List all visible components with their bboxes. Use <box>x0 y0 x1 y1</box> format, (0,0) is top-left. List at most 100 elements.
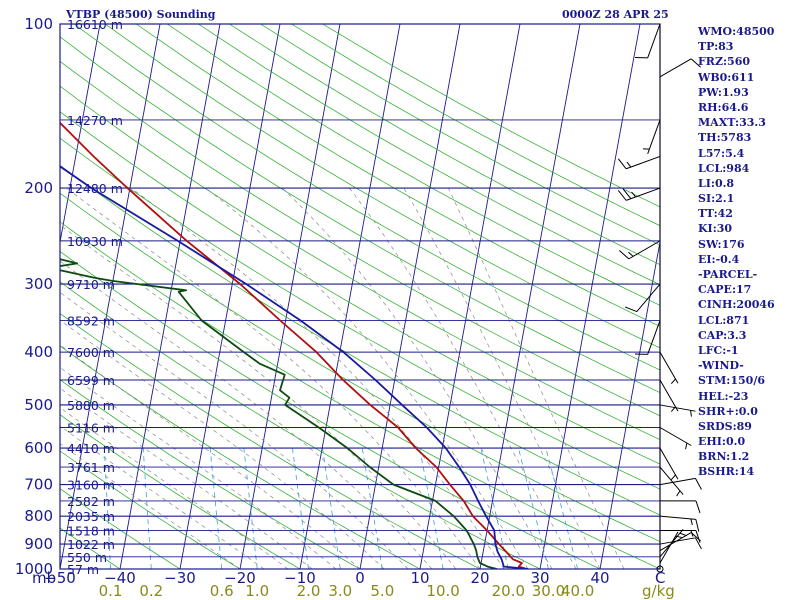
moist-adiabat-line <box>60 260 433 569</box>
wind-barb <box>659 537 702 550</box>
wind-barb <box>659 477 702 490</box>
wind-barb <box>659 404 696 417</box>
barb-half <box>679 532 686 536</box>
temperature-tick-label: 0 <box>355 569 365 587</box>
height-label: 3761 m <box>67 460 115 475</box>
index-item: TP:83 <box>698 40 734 54</box>
wind-barb <box>659 515 700 532</box>
dry-adiabat-line <box>60 36 660 394</box>
pressure-unit-label: mb <box>32 569 56 587</box>
mixing-ratio-tick-label: 40.0 <box>561 582 594 600</box>
wind-barb-column <box>617 23 702 573</box>
temperature-tick-label: −30 <box>164 569 196 587</box>
index-item: LCL:984 <box>698 161 750 175</box>
index-item: CAP:3.3 <box>698 328 747 342</box>
height-label: 550 m <box>67 550 107 565</box>
barb-staff <box>659 58 692 78</box>
pressure-tick-label: 700 <box>24 476 53 494</box>
barb-staff <box>659 351 679 384</box>
wind-barb <box>659 532 701 551</box>
moist-adiabat-line <box>282 187 553 569</box>
isotherm-line <box>479 24 581 569</box>
pressure-tick-label: 800 <box>24 507 53 525</box>
wind-barb <box>635 320 661 355</box>
index-item: LCL:871 <box>698 313 750 327</box>
moist-adiabat-line <box>130 187 505 569</box>
index-item: STM:150/6 <box>698 374 765 388</box>
index-item: L57:5.4 <box>698 146 745 160</box>
barb-full <box>617 158 627 170</box>
temperature-tick-label: 40 <box>590 569 609 587</box>
height-label: 3160 m <box>67 478 115 493</box>
mixing-ratio-tick-label: 30.0 <box>532 582 565 600</box>
barb-half <box>690 518 693 526</box>
barb-half <box>690 530 694 537</box>
wind-barb <box>617 155 661 170</box>
moist-adiabat-line <box>60 387 313 569</box>
index-item: SW:176 <box>698 237 745 251</box>
barb-half <box>626 161 632 168</box>
height-label: 5880 m <box>67 398 115 413</box>
index-panel: WMO:48500 TP:83 FRZ:560 WB0:611 PW:1.93 RH:64… <box>698 24 775 480</box>
index-item: PW:1.93 <box>698 85 749 99</box>
height-label: 57 m <box>67 562 99 577</box>
mixing-ratio-line <box>243 448 258 569</box>
index-item: KI:30 <box>698 222 733 236</box>
moist-adiabat-line <box>403 187 601 569</box>
temperature-tick-label: 30 <box>530 569 549 587</box>
wind-barb <box>660 530 701 543</box>
mixing-ratio-line <box>322 448 341 569</box>
barb-full <box>619 250 630 260</box>
mixing-ratio-line <box>103 448 111 569</box>
isotherm-line <box>419 24 521 569</box>
height-label: 10930 m <box>67 234 123 249</box>
barb-staff <box>659 531 679 564</box>
pressure-tick-label: 400 <box>24 343 53 361</box>
wind-barb <box>659 531 682 564</box>
barb-full <box>695 500 701 514</box>
barb-full <box>622 188 632 199</box>
barb-half <box>670 406 676 412</box>
pressure-tick-label: 1000 <box>15 560 53 578</box>
moist-adiabat-line <box>60 319 385 569</box>
index-item: SRDS:89 <box>698 419 752 433</box>
pressure-tick-label: 300 <box>24 275 53 293</box>
mixing-ratio-line <box>545 447 579 569</box>
barb-staff <box>647 320 661 355</box>
moist-adiabat-line <box>66 187 481 569</box>
mixing-ratio-tick-label: 2.0 <box>297 582 321 600</box>
barb-staff <box>659 528 684 558</box>
height-label: 14270 m <box>67 113 123 128</box>
chart-title: VTBP (48500) Sounding <box>66 8 216 21</box>
height-label: 1022 m <box>67 537 115 552</box>
barb-staff <box>636 283 661 312</box>
temperature-tick-label: −20 <box>224 569 256 587</box>
index-item: WB0:611 <box>698 70 755 84</box>
mixing-ratio-line <box>361 448 383 569</box>
index-item: MAXT:33.3 <box>698 116 766 130</box>
height-label: 2035 m <box>67 509 115 524</box>
wind-barb <box>635 23 661 59</box>
barb-half <box>675 535 682 538</box>
isotherm-line <box>119 24 221 569</box>
height-label: 5116 m <box>67 420 115 435</box>
dry-adiabat-line <box>60 164 660 516</box>
barb-staff <box>647 23 661 58</box>
wind-barb <box>659 427 692 450</box>
mixing-ratio-line <box>142 448 152 569</box>
barb-staff <box>659 515 696 520</box>
pressure-tick-label: 900 <box>24 535 53 553</box>
isotherm-line <box>239 24 341 569</box>
barb-staff <box>659 427 692 446</box>
wind-barb <box>617 187 661 201</box>
wind-barb <box>619 240 661 260</box>
mixing-ratio-line <box>292 448 309 569</box>
index-item: TH:5783 <box>698 131 752 145</box>
index-item: CAPE:17 <box>698 283 752 297</box>
mixing-ratio-line <box>419 448 444 569</box>
wind-barb <box>659 351 679 385</box>
temperature-tick-label: −40 <box>104 569 136 587</box>
index-item: HEL:-23 <box>698 389 749 403</box>
